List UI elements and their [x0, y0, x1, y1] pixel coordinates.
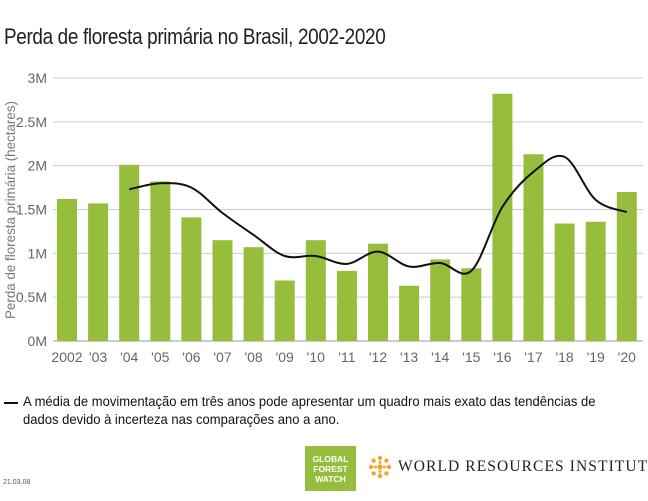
x-tick-label: '10: [307, 349, 325, 365]
bar: [492, 93, 513, 341]
bar: [88, 203, 109, 341]
x-tick-label: '12: [369, 349, 387, 365]
wri-name: WORLD RESOURCES INSTITUTE: [398, 458, 648, 475]
y-tick-label: 1M: [28, 245, 47, 261]
moving-average-line: [128, 154, 628, 275]
bar: [181, 217, 202, 341]
y-tick-label: 0M: [28, 333, 47, 349]
x-tick-label: '11: [338, 349, 355, 365]
bar: [212, 240, 233, 341]
chart-title: Perda de floresta primária no Brasil, 20…: [4, 24, 386, 49]
y-tick-label: 3M: [28, 70, 47, 86]
bar: [119, 164, 140, 341]
x-tick-label: '15: [462, 349, 480, 365]
version-label: 21.03.08: [3, 479, 31, 486]
y-axis-ticks: 0M 0.5M 1M 1.5M 2M 2.5M 3M: [16, 70, 47, 349]
bar: [523, 154, 544, 341]
y-axis-label: Perda de floresta primária (hectares): [2, 101, 18, 319]
x-tick-label: '20: [618, 349, 636, 365]
bar: [243, 247, 264, 341]
bar: [616, 191, 637, 341]
x-tick-label: 2002: [51, 349, 82, 365]
global-forest-watch-logo: GLOBAL FOREST WATCH: [305, 446, 356, 491]
x-tick-label: '18: [555, 349, 573, 365]
bar: [461, 268, 482, 341]
bar: [554, 223, 575, 341]
x-tick-label: '03: [89, 349, 107, 365]
bars: [57, 93, 637, 341]
x-tick-label: '16: [493, 349, 511, 365]
x-tick-label: '08: [244, 349, 262, 365]
x-axis-ticks: 2002 '03 '04 '05 '06 '07 '08 '09 '10 '11 '12 '13 '14…: [51, 349, 636, 365]
bar: [274, 280, 295, 341]
x-tick-label: '14: [431, 349, 449, 365]
bar: [57, 198, 77, 341]
y-tick-label: 1.5M: [16, 202, 47, 218]
x-tick-label: '13: [400, 349, 418, 365]
x-tick-label: '17: [524, 349, 542, 365]
legend-line-swatch: [4, 402, 18, 404]
bar: [305, 240, 326, 341]
bar: [430, 259, 451, 341]
x-tick-label: '09: [276, 349, 294, 365]
bar: [399, 285, 420, 341]
wri-logo: WORLD RESOURCES INSTITUTE: [368, 454, 648, 480]
x-tick-label: '04: [120, 349, 138, 365]
x-tick-label: '05: [151, 349, 169, 365]
x-tick-label: '19: [587, 349, 605, 365]
gfw-logo-line-1: GLOBAL: [312, 453, 349, 464]
x-tick-label: '06: [182, 349, 200, 365]
gfw-logo-line-2: FOREST: [313, 463, 348, 474]
wri-emblem-icon: [368, 455, 392, 479]
gfw-logo-line-3: WATCH: [315, 473, 346, 484]
bar: [336, 270, 357, 341]
bar: [585, 221, 606, 341]
bar-chart: 0M 0.5M 1M 1.5M 2M 2.5M 3M 2002 '03 '04 '05 '06 '07…: [2, 70, 643, 365]
y-tick-label: 0.5M: [16, 289, 47, 305]
y-tick-label: 2M: [28, 158, 47, 174]
x-tick-label: '07: [213, 349, 231, 365]
legend-text: A média de movimentação em três anos pod…: [23, 393, 596, 427]
bar: [368, 243, 388, 341]
y-tick-label: 2.5M: [16, 114, 47, 130]
bar: [150, 181, 171, 341]
